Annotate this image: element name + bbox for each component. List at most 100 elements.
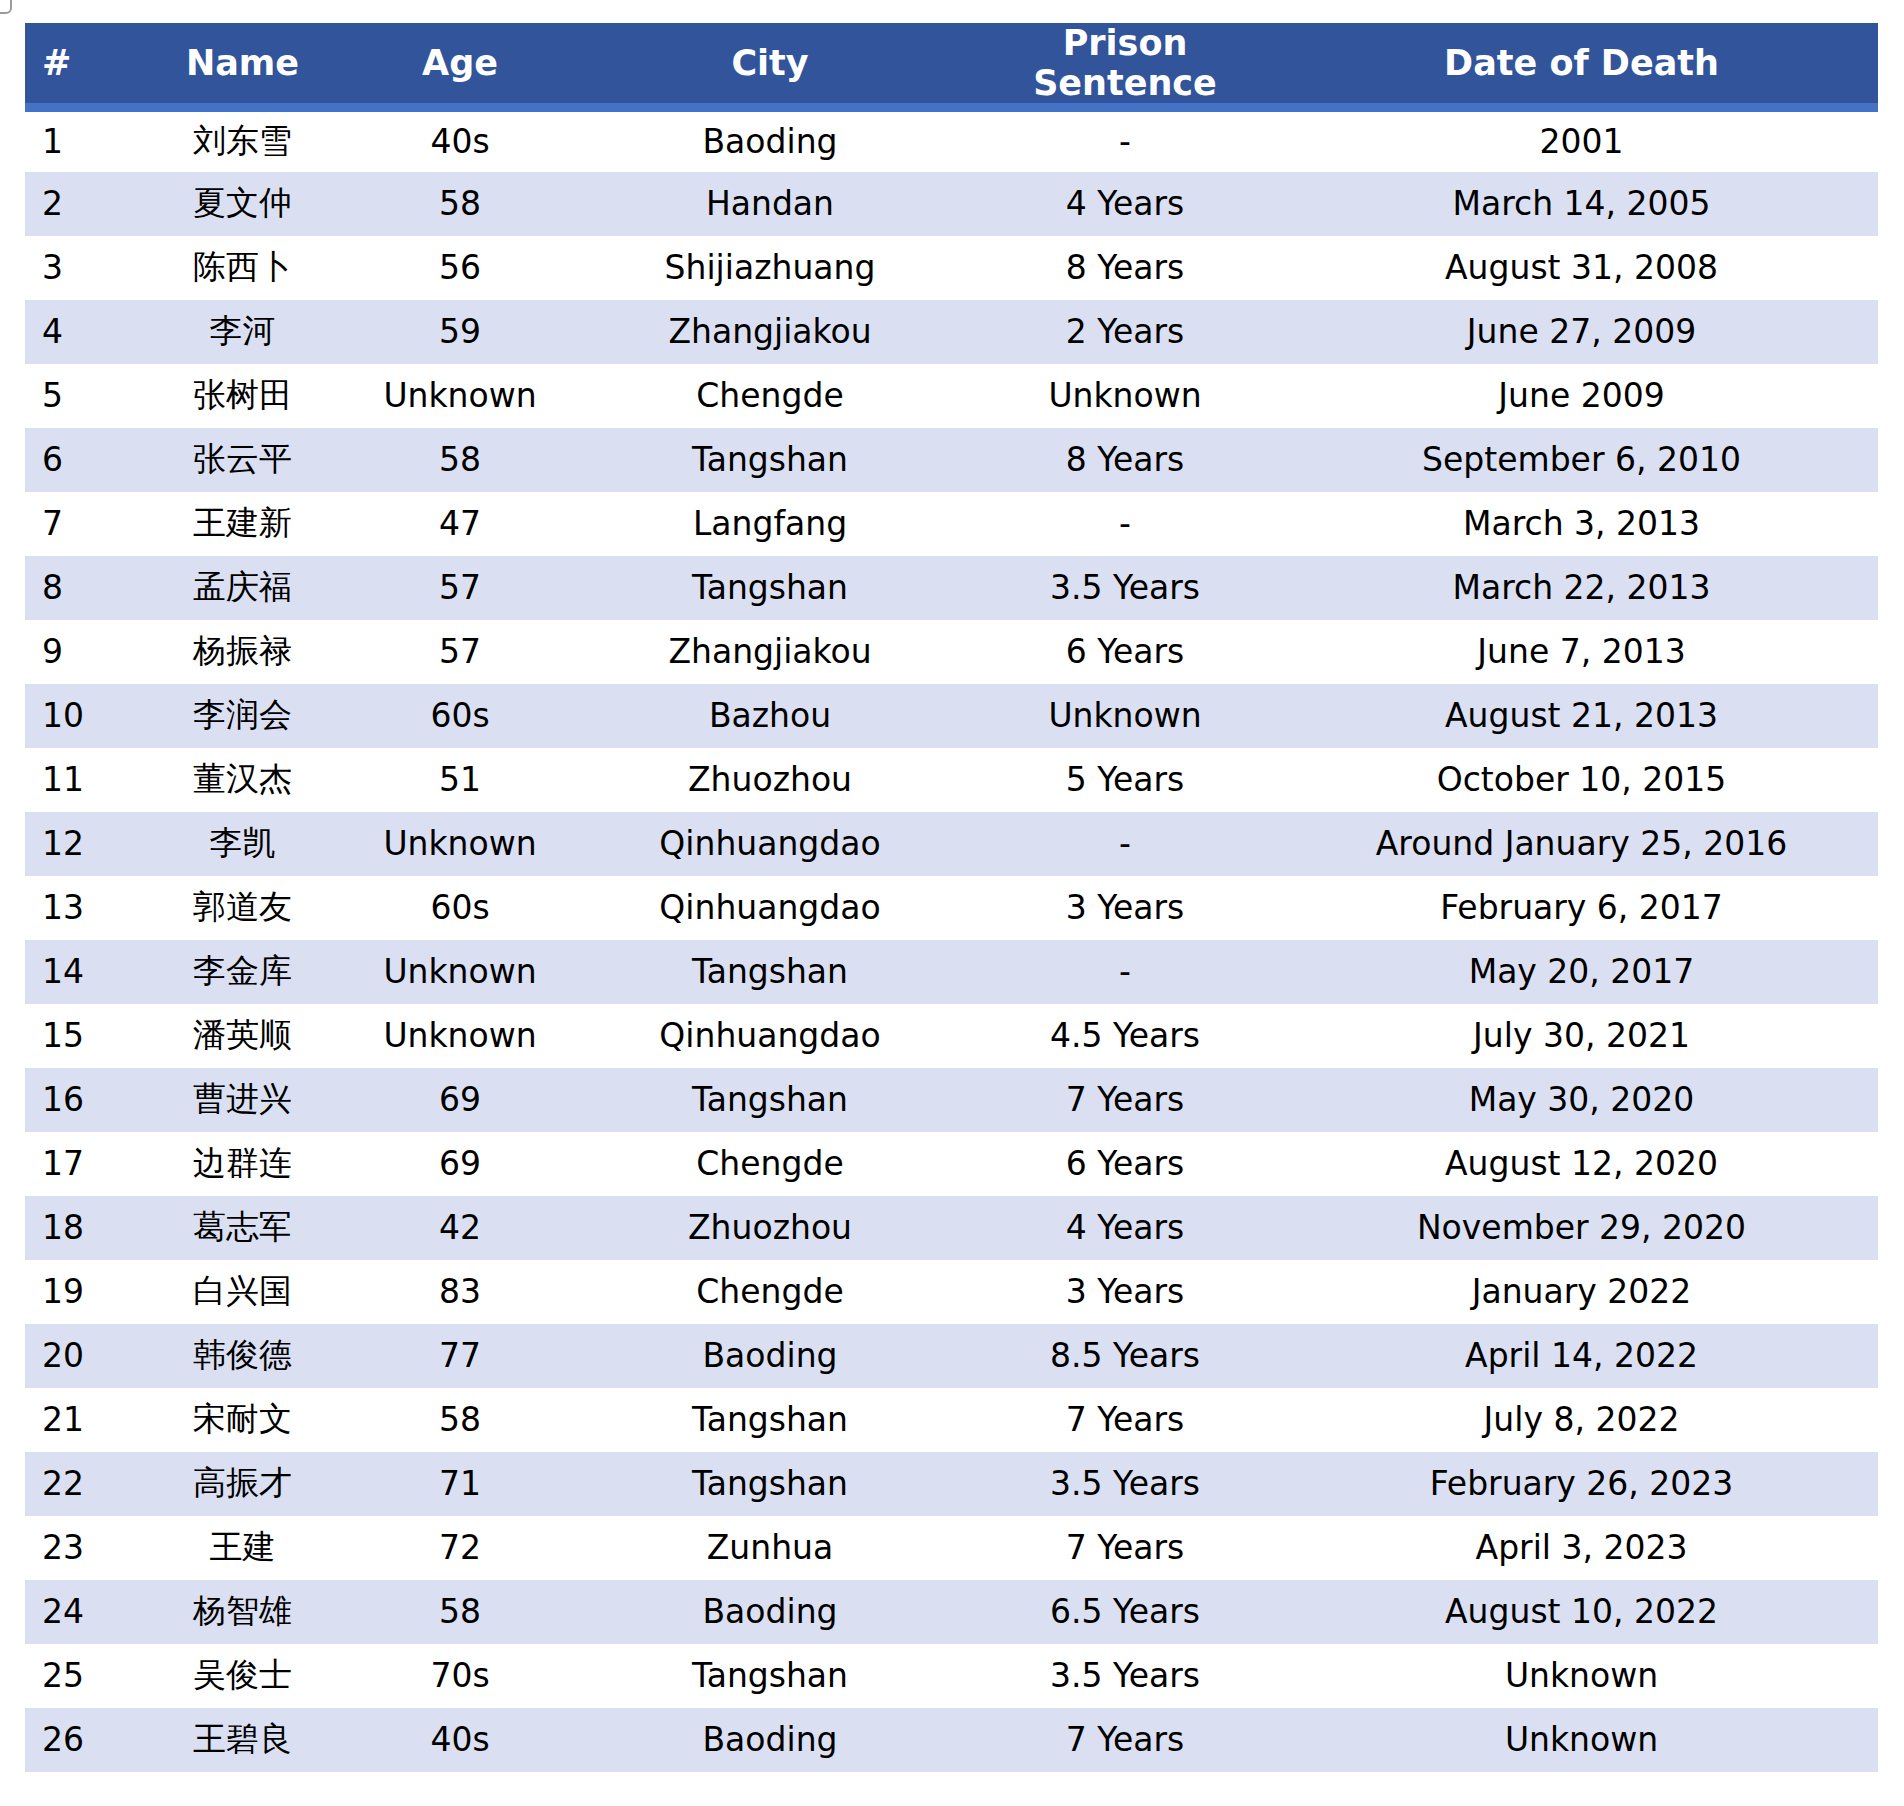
cell-city: Tangshan bbox=[575, 1644, 965, 1708]
cell-date: January 2022 bbox=[1285, 1260, 1878, 1324]
cell-age: 77 bbox=[345, 1324, 575, 1388]
cell-city: Zhangjiakou bbox=[575, 620, 965, 684]
cell-num: 23 bbox=[25, 1516, 140, 1580]
cell-name: 潘英顺 bbox=[140, 1004, 345, 1068]
cell-age: 58 bbox=[345, 1580, 575, 1644]
cell-age: 60s bbox=[345, 684, 575, 748]
cell-sentence: 6.5 Years bbox=[965, 1580, 1285, 1644]
cell-name: 高振才 bbox=[140, 1452, 345, 1516]
cell-city: Tangshan bbox=[575, 428, 965, 492]
cell-num: 5 bbox=[25, 364, 140, 428]
cell-sentence: 7 Years bbox=[965, 1516, 1285, 1580]
cell-name: 李河 bbox=[140, 300, 345, 364]
cell-sentence: 5 Years bbox=[965, 748, 1285, 812]
cell-num: 22 bbox=[25, 1452, 140, 1516]
cell-age: 58 bbox=[345, 428, 575, 492]
cell-name: 郭道友 bbox=[140, 876, 345, 940]
cell-num: 11 bbox=[25, 748, 140, 812]
cell-sentence: 6 Years bbox=[965, 1132, 1285, 1196]
cell-age: 42 bbox=[345, 1196, 575, 1260]
cell-age: 58 bbox=[345, 172, 575, 236]
cell-date: June 27, 2009 bbox=[1285, 300, 1878, 364]
cell-num: 3 bbox=[25, 236, 140, 300]
cell-date: August 21, 2013 bbox=[1285, 684, 1878, 748]
cell-num: 7 bbox=[25, 492, 140, 556]
cell-date: June 2009 bbox=[1285, 364, 1878, 428]
cell-age: 71 bbox=[345, 1452, 575, 1516]
col-header-age: Age bbox=[345, 23, 575, 108]
table-row: 25吴俊士70sTangshan3.5 YearsUnknown bbox=[25, 1644, 1878, 1708]
table-row: 2夏文仲58Handan4 YearsMarch 14, 2005 bbox=[25, 172, 1878, 236]
cell-sentence: 3 Years bbox=[965, 1260, 1285, 1324]
table-row: 20韩俊德77Baoding8.5 YearsApril 14, 2022 bbox=[25, 1324, 1878, 1388]
cell-city: Chengde bbox=[575, 1260, 965, 1324]
cell-name: 宋耐文 bbox=[140, 1388, 345, 1452]
cell-num: 8 bbox=[25, 556, 140, 620]
cell-date: March 22, 2013 bbox=[1285, 556, 1878, 620]
cell-date: May 20, 2017 bbox=[1285, 940, 1878, 1004]
cell-age: 57 bbox=[345, 556, 575, 620]
cell-city: Zhuozhou bbox=[575, 1196, 965, 1260]
cell-date: August 12, 2020 bbox=[1285, 1132, 1878, 1196]
cell-date: July 30, 2021 bbox=[1285, 1004, 1878, 1068]
cell-name: 李润会 bbox=[140, 684, 345, 748]
table-row: 17边群连69Chengde6 YearsAugust 12, 2020 bbox=[25, 1132, 1878, 1196]
cell-sentence: 4 Years bbox=[965, 1196, 1285, 1260]
cell-age: 72 bbox=[345, 1516, 575, 1580]
cell-city: Baoding bbox=[575, 1708, 965, 1772]
table-row: 18葛志军42Zhuozhou4 YearsNovember 29, 2020 bbox=[25, 1196, 1878, 1260]
cell-city: Tangshan bbox=[575, 556, 965, 620]
cell-sentence: - bbox=[965, 940, 1285, 1004]
cell-num: 17 bbox=[25, 1132, 140, 1196]
cell-age: Unknown bbox=[345, 812, 575, 876]
cell-date: Unknown bbox=[1285, 1644, 1878, 1708]
cell-city: Bazhou bbox=[575, 684, 965, 748]
cell-city: Tangshan bbox=[575, 940, 965, 1004]
cell-city: Baoding bbox=[575, 108, 965, 172]
cell-city: Chengde bbox=[575, 1132, 965, 1196]
table-row: 7王建新47Langfang-March 3, 2013 bbox=[25, 492, 1878, 556]
cell-city: Chengde bbox=[575, 364, 965, 428]
cell-sentence: 4 Years bbox=[965, 172, 1285, 236]
cell-name: 杨智雄 bbox=[140, 1580, 345, 1644]
cell-date: April 14, 2022 bbox=[1285, 1324, 1878, 1388]
cell-num: 20 bbox=[25, 1324, 140, 1388]
page: # Name Age City Prison Sentence Date of … bbox=[0, 0, 1904, 1806]
cell-date: March 3, 2013 bbox=[1285, 492, 1878, 556]
cell-date: 2001 bbox=[1285, 108, 1878, 172]
cell-age: 56 bbox=[345, 236, 575, 300]
cell-date: February 6, 2017 bbox=[1285, 876, 1878, 940]
cell-city: Qinhuangdao bbox=[575, 1004, 965, 1068]
cell-num: 15 bbox=[25, 1004, 140, 1068]
cell-name: 夏文仲 bbox=[140, 172, 345, 236]
table-row: 1刘东雪40sBaoding-2001 bbox=[25, 108, 1878, 172]
header-row: # Name Age City Prison Sentence Date of … bbox=[25, 23, 1878, 108]
cell-city: Zunhua bbox=[575, 1516, 965, 1580]
cell-date: Unknown bbox=[1285, 1708, 1878, 1772]
cell-sentence: - bbox=[965, 812, 1285, 876]
cell-num: 24 bbox=[25, 1580, 140, 1644]
cell-num: 25 bbox=[25, 1644, 140, 1708]
cell-city: Baoding bbox=[575, 1580, 965, 1644]
cell-date: April 3, 2023 bbox=[1285, 1516, 1878, 1580]
col-header-date-of-death: Date of Death bbox=[1285, 23, 1878, 108]
cell-date: August 10, 2022 bbox=[1285, 1580, 1878, 1644]
cell-city: Tangshan bbox=[575, 1388, 965, 1452]
cell-sentence: 7 Years bbox=[965, 1708, 1285, 1772]
cell-name: 杨振禄 bbox=[140, 620, 345, 684]
table-row: 23王建72Zunhua7 YearsApril 3, 2023 bbox=[25, 1516, 1878, 1580]
cell-name: 王建 bbox=[140, 1516, 345, 1580]
cell-city: Langfang bbox=[575, 492, 965, 556]
cell-sentence: 4.5 Years bbox=[965, 1004, 1285, 1068]
cell-sentence: 7 Years bbox=[965, 1388, 1285, 1452]
cell-sentence: Unknown bbox=[965, 684, 1285, 748]
cell-city: Baoding bbox=[575, 1324, 965, 1388]
cell-age: 60s bbox=[345, 876, 575, 940]
cell-city: Tangshan bbox=[575, 1068, 965, 1132]
cell-name: 王建新 bbox=[140, 492, 345, 556]
cell-age: 57 bbox=[345, 620, 575, 684]
table-row: 16曹进兴69Tangshan7 YearsMay 30, 2020 bbox=[25, 1068, 1878, 1132]
cell-name: 李凯 bbox=[140, 812, 345, 876]
cell-city: Handan bbox=[575, 172, 965, 236]
cell-num: 12 bbox=[25, 812, 140, 876]
